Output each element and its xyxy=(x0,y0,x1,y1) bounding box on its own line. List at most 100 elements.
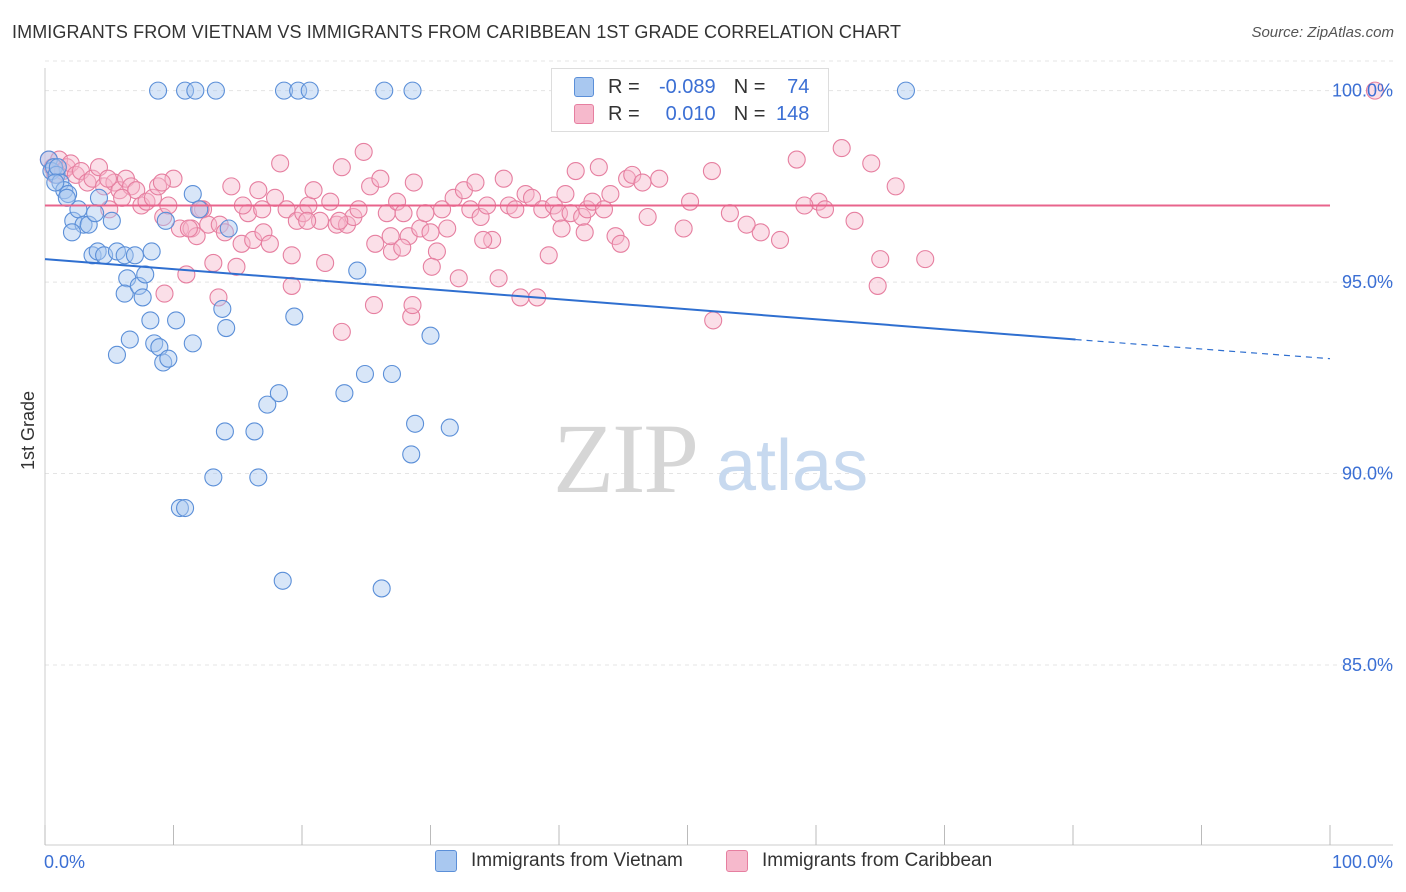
caribbean-point xyxy=(382,242,402,261)
legend-r-label: R = xyxy=(608,75,640,98)
vietnam-point xyxy=(402,445,421,464)
caribbean-point xyxy=(98,169,118,188)
vietnam-point xyxy=(133,288,152,307)
caribbean-point xyxy=(832,139,851,158)
caribbean-point xyxy=(871,250,890,269)
vietnam-point xyxy=(403,81,422,100)
vietnam-point xyxy=(89,188,109,207)
y-tick-label: 85.0% xyxy=(1342,655,1393,675)
vietnam-point xyxy=(142,242,161,261)
caribbean-point xyxy=(449,269,468,288)
caribbean-point xyxy=(566,161,585,181)
vietnam-point xyxy=(176,81,195,100)
vietnam-point xyxy=(115,246,134,265)
vietnam-point xyxy=(269,384,288,403)
caribbean-point xyxy=(539,246,558,265)
caribbean-point xyxy=(633,173,652,192)
caribbean-point xyxy=(260,234,279,253)
caribbean-point xyxy=(845,211,864,230)
caribbean-point xyxy=(404,173,423,192)
vietnam-point xyxy=(375,81,394,100)
caribbean-point xyxy=(611,234,630,253)
vietnam-point xyxy=(136,265,155,284)
vietnam-point xyxy=(102,211,121,230)
bottom-legend-label-vietnam: Immigrants from Vietnam xyxy=(471,850,683,871)
caribbean-point xyxy=(862,154,881,173)
x-tick-label: 100.0% xyxy=(1332,852,1393,872)
caribbean-point xyxy=(304,181,323,200)
caribbean-point xyxy=(249,181,268,200)
vietnam-point xyxy=(176,498,195,518)
vietnam-point xyxy=(406,414,425,433)
caribbean-point xyxy=(787,150,806,169)
tick-labels: 85.0% 90.0% 95.0% 100.0% 0.0% 100.0% xyxy=(44,81,1393,872)
caribbean-point xyxy=(287,211,306,230)
caribbean-point xyxy=(381,227,400,246)
caribbean-point xyxy=(623,165,642,184)
caribbean-point xyxy=(556,184,575,204)
caribbean-point xyxy=(489,269,508,288)
caribbean-point xyxy=(155,284,174,303)
vietnam-trend-line xyxy=(44,258,1076,341)
vietnam-point xyxy=(159,349,178,368)
caribbean-point xyxy=(594,200,614,219)
caribbean-point xyxy=(868,276,887,295)
caribbean-point xyxy=(638,207,657,227)
axes xyxy=(44,68,1393,846)
vietnam-point xyxy=(62,223,82,242)
vietnam-point xyxy=(57,188,76,207)
caribbean-point xyxy=(316,253,335,273)
vietnam-point xyxy=(183,334,202,353)
caribbean-point xyxy=(204,253,223,273)
vietnam-point xyxy=(215,422,234,441)
vietnam-point xyxy=(372,579,391,598)
vietnam-point xyxy=(335,384,354,403)
vietnam-point xyxy=(204,468,223,487)
vietnam-point xyxy=(300,81,319,100)
caribbean-point xyxy=(232,234,251,253)
caribbean-point xyxy=(222,177,241,196)
x-tick-label: 0.0% xyxy=(44,852,85,872)
vietnam-point xyxy=(206,81,225,100)
legend-r-value-vietnam: -0.089 xyxy=(658,75,716,98)
y-axis-label: 1st Grade xyxy=(18,390,38,470)
grid-lines xyxy=(45,60,1393,666)
y-tick-label: 90.0% xyxy=(1342,464,1393,484)
caribbean-point xyxy=(589,158,608,177)
caribbean-point xyxy=(886,177,905,196)
caribbean-point xyxy=(209,288,228,307)
caribbean-point xyxy=(179,219,198,238)
caribbean-point xyxy=(751,223,770,242)
vietnam-point xyxy=(86,204,105,223)
caribbean-point xyxy=(402,307,421,326)
caribbean-point xyxy=(364,296,384,315)
bottom-legend-caribbean: Immigrants from Caribbean xyxy=(726,850,992,872)
y-tick-label: 95.0% xyxy=(1342,272,1393,292)
caribbean-point xyxy=(471,207,490,227)
caribbean-point xyxy=(371,169,390,188)
legend-r-label: R = xyxy=(608,102,640,125)
caribbean-point xyxy=(244,230,263,250)
caribbean-point xyxy=(720,204,739,223)
vietnam-point xyxy=(170,498,189,518)
y-tick-label: 100.0% xyxy=(1332,81,1393,101)
legend-n-label: N = xyxy=(733,75,766,98)
caribbean-point xyxy=(310,211,330,230)
caribbean-point xyxy=(282,276,301,295)
caribbean-point xyxy=(332,158,351,177)
vietnam-point xyxy=(249,468,268,487)
vietnam-point xyxy=(149,81,168,100)
caribbean-point xyxy=(298,211,317,230)
legend-row-caribbean: R = 0.010 N = 148 xyxy=(574,102,809,126)
watermark: ZIP atlas xyxy=(553,403,868,514)
caribbean-point xyxy=(575,223,594,242)
caribbean-point xyxy=(271,154,290,173)
caribbean-point xyxy=(674,219,693,238)
vietnam-point xyxy=(125,246,144,265)
bottom-legend-swatch-vietnam xyxy=(435,850,457,872)
legend-n-value-vietnam: 74 xyxy=(787,75,810,98)
vietnam-point xyxy=(107,345,127,364)
caribbean-point xyxy=(650,169,669,188)
vietnam-point xyxy=(355,364,375,384)
caribbean-point xyxy=(366,234,385,253)
